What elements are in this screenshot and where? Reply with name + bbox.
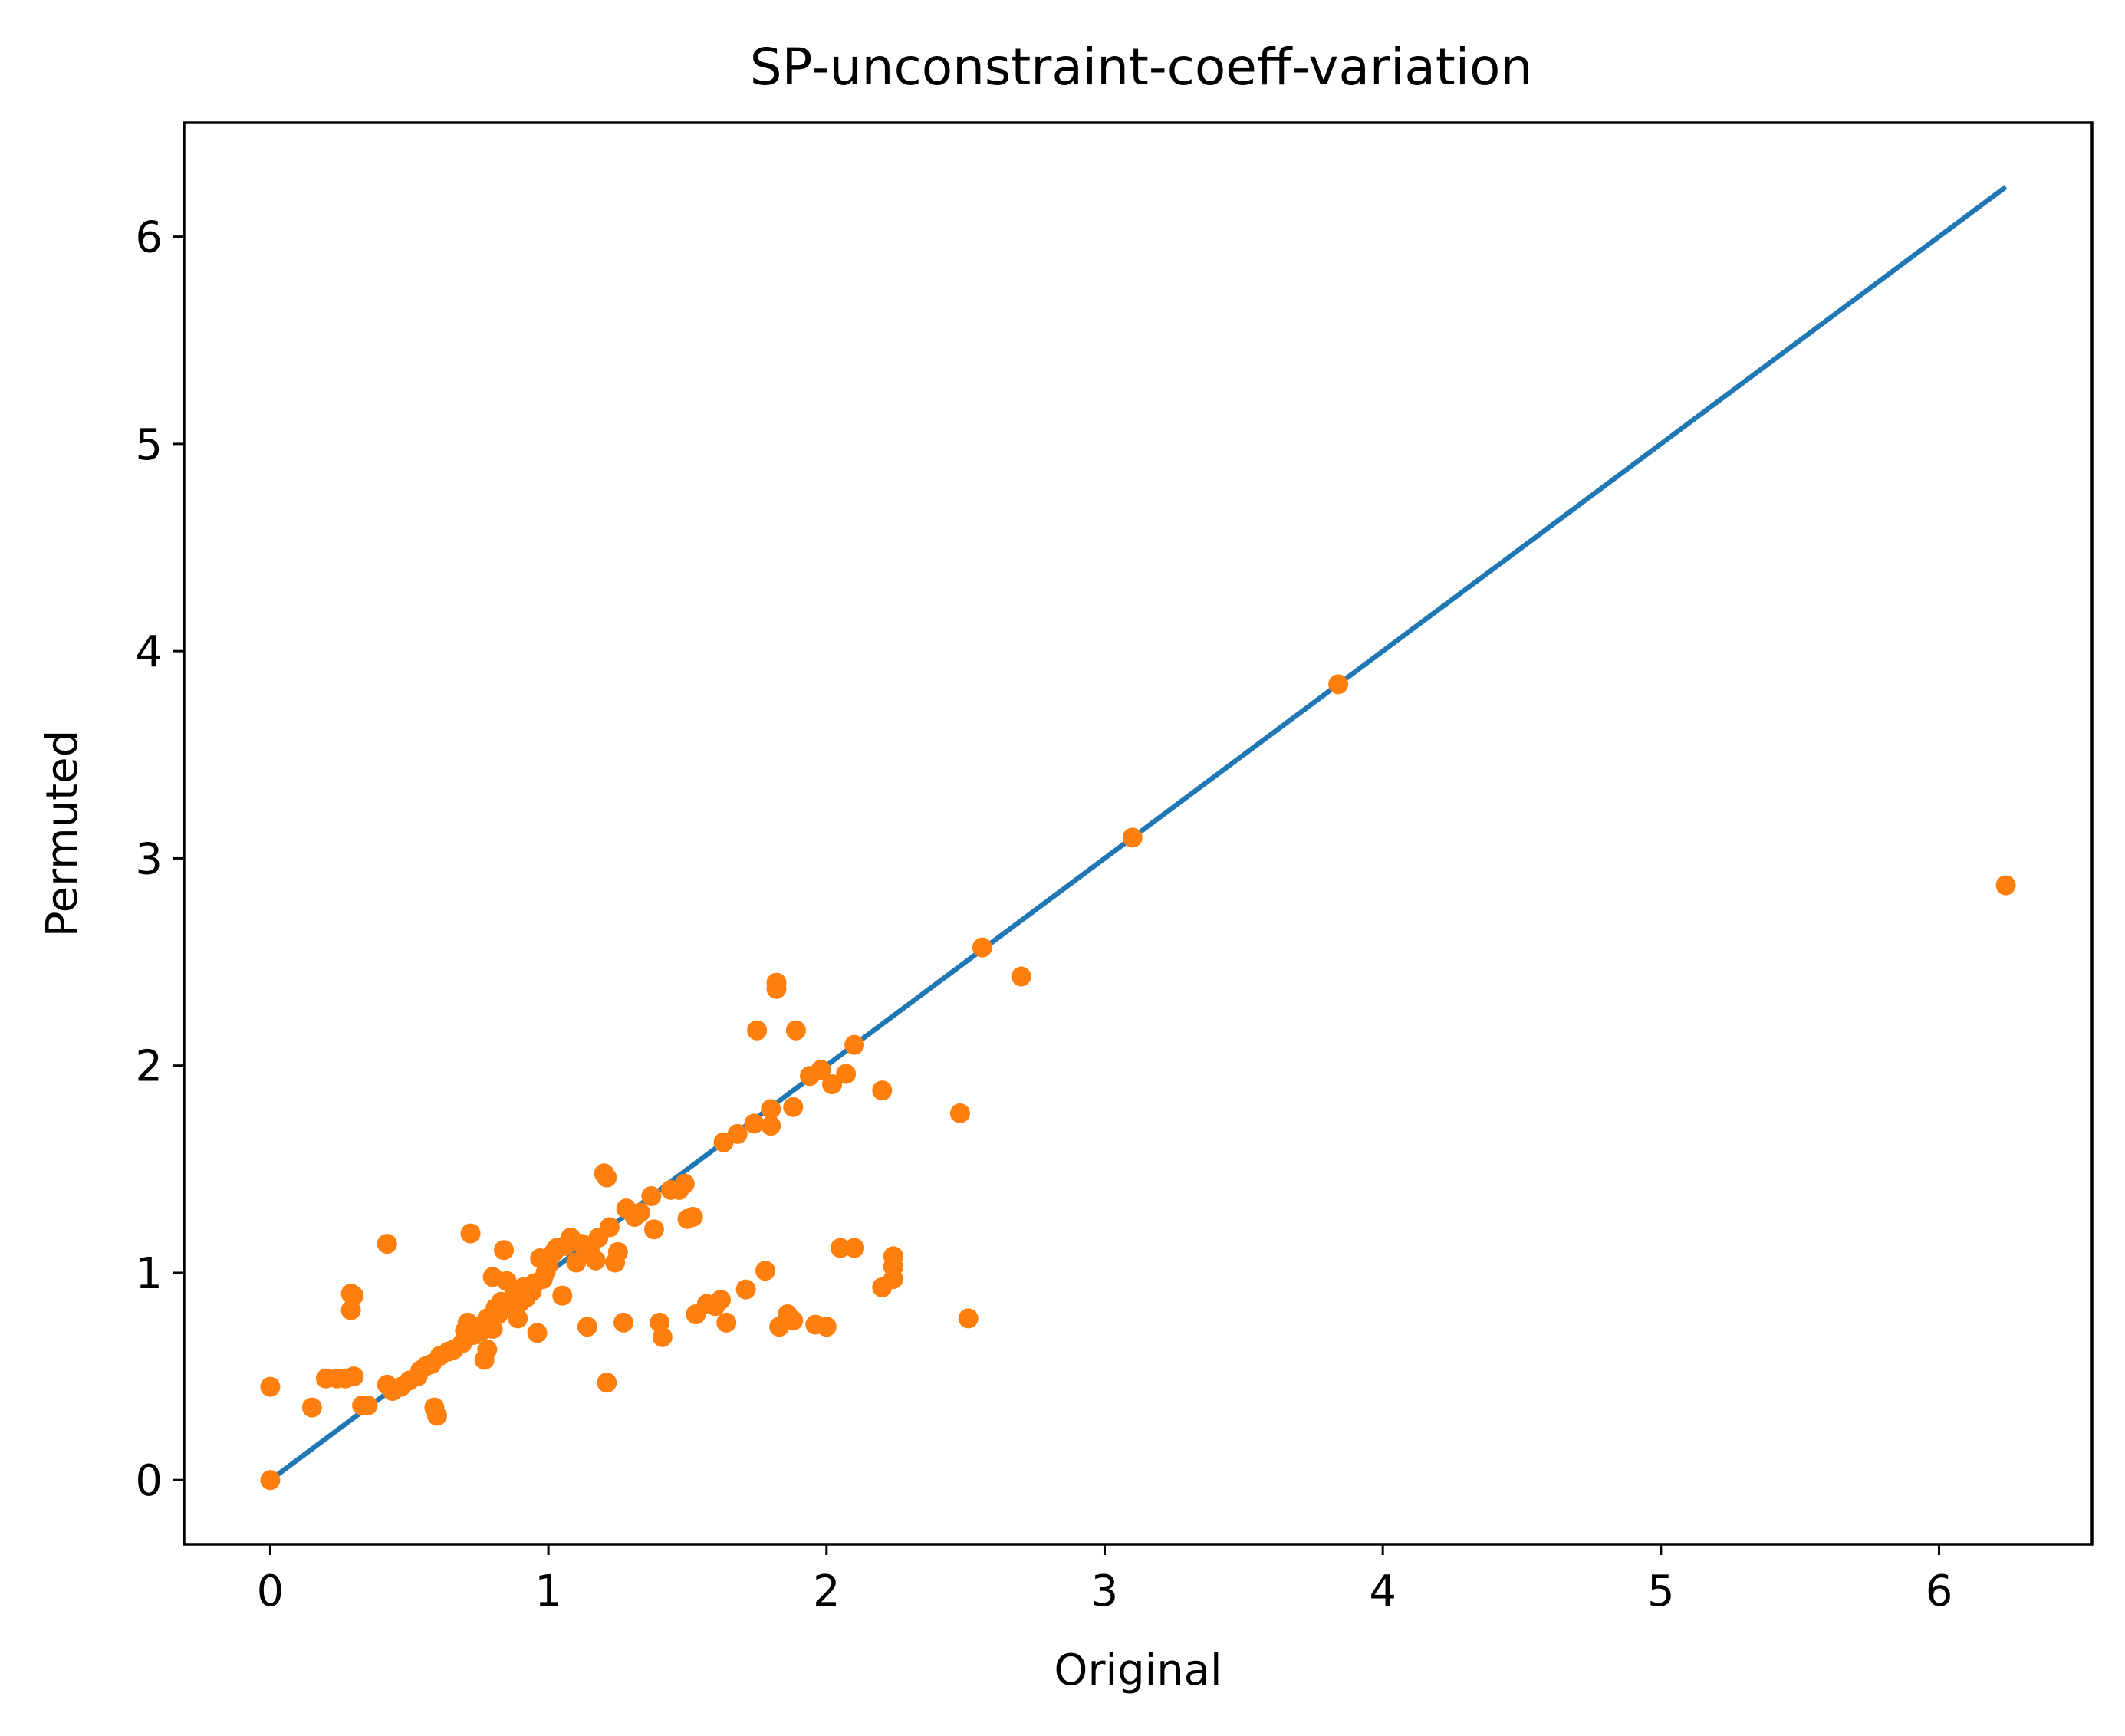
data-point — [972, 937, 992, 958]
y-tick-label: 1 — [135, 1249, 163, 1299]
data-point — [744, 1113, 765, 1134]
x-tick-label: 1 — [535, 1567, 562, 1616]
data-point — [260, 1376, 281, 1397]
data-point — [735, 1279, 756, 1300]
data-point — [766, 978, 787, 999]
data-point — [716, 1312, 737, 1333]
data-point — [641, 1185, 662, 1206]
data-point — [710, 1290, 731, 1310]
data-point — [460, 1223, 481, 1244]
data-point — [811, 1060, 831, 1080]
data-point — [427, 1406, 448, 1426]
data-point — [301, 1397, 322, 1418]
data-point — [785, 1020, 806, 1041]
data-point — [630, 1202, 650, 1223]
y-tick-label: 2 — [135, 1042, 163, 1092]
axes-frame — [183, 121, 2094, 1546]
chart-title: SP-unconstraint-coeff-variation — [750, 38, 1533, 97]
data-point — [844, 1034, 865, 1055]
y-axis-label: Permuted — [38, 730, 87, 937]
x-tick-label: 5 — [1647, 1567, 1675, 1616]
data-point — [607, 1241, 628, 1262]
data-point — [577, 1317, 597, 1337]
data-point — [597, 1373, 617, 1393]
y-tick-label: 3 — [135, 834, 163, 884]
data-point — [494, 1240, 515, 1261]
data-point — [872, 1080, 893, 1101]
data-point — [527, 1323, 548, 1343]
data-point — [830, 1238, 850, 1258]
data-point — [816, 1317, 837, 1337]
x-tick-label: 3 — [1091, 1567, 1119, 1616]
data-point — [1328, 674, 1349, 695]
data-point — [566, 1252, 587, 1273]
data-point — [377, 1234, 397, 1254]
y-tick-label: 6 — [135, 213, 163, 263]
data-point — [836, 1064, 857, 1084]
data-point — [822, 1074, 843, 1095]
x-tick-label: 0 — [257, 1567, 285, 1616]
data-point — [727, 1123, 748, 1144]
x-tick-label: 6 — [1926, 1567, 1953, 1616]
data-point — [883, 1269, 903, 1290]
data-point — [747, 1020, 768, 1041]
data-point — [958, 1308, 979, 1329]
data-point — [674, 1173, 695, 1194]
x-axis-ticks: 0 1 2 3 4 5 6 — [257, 1544, 1953, 1616]
data-point — [599, 1217, 620, 1238]
data-point — [613, 1312, 634, 1333]
x-tick-label: 4 — [1369, 1567, 1396, 1616]
data-point — [477, 1339, 498, 1360]
data-point — [683, 1206, 703, 1227]
y-tick-label: 5 — [135, 420, 163, 470]
data-point — [844, 1238, 865, 1258]
data-point — [783, 1310, 804, 1331]
data-point — [1122, 827, 1143, 848]
data-point — [552, 1285, 573, 1306]
y-tick-label: 4 — [135, 627, 163, 677]
data-point — [1011, 966, 1031, 987]
data-point — [597, 1167, 617, 1188]
data-point — [344, 1366, 364, 1387]
data-point — [260, 1470, 281, 1491]
data-point — [652, 1327, 673, 1347]
data-point — [949, 1103, 970, 1123]
data-point — [344, 1285, 364, 1306]
data-point — [783, 1097, 804, 1117]
data-point — [1995, 875, 2016, 896]
y-axis-ticks: 0 1 2 3 4 5 6 — [135, 213, 184, 1506]
x-tick-label: 2 — [813, 1567, 840, 1616]
data-point — [761, 1099, 781, 1120]
data-point — [357, 1395, 378, 1415]
plot-area — [260, 185, 2016, 1491]
x-axis-label: Original — [1054, 1646, 1222, 1695]
data-point — [643, 1219, 664, 1240]
y-tick-label: 0 — [135, 1456, 163, 1506]
data-point — [585, 1250, 606, 1271]
data-point — [761, 1116, 781, 1136]
data-point — [508, 1308, 528, 1329]
data-point — [755, 1261, 776, 1281]
